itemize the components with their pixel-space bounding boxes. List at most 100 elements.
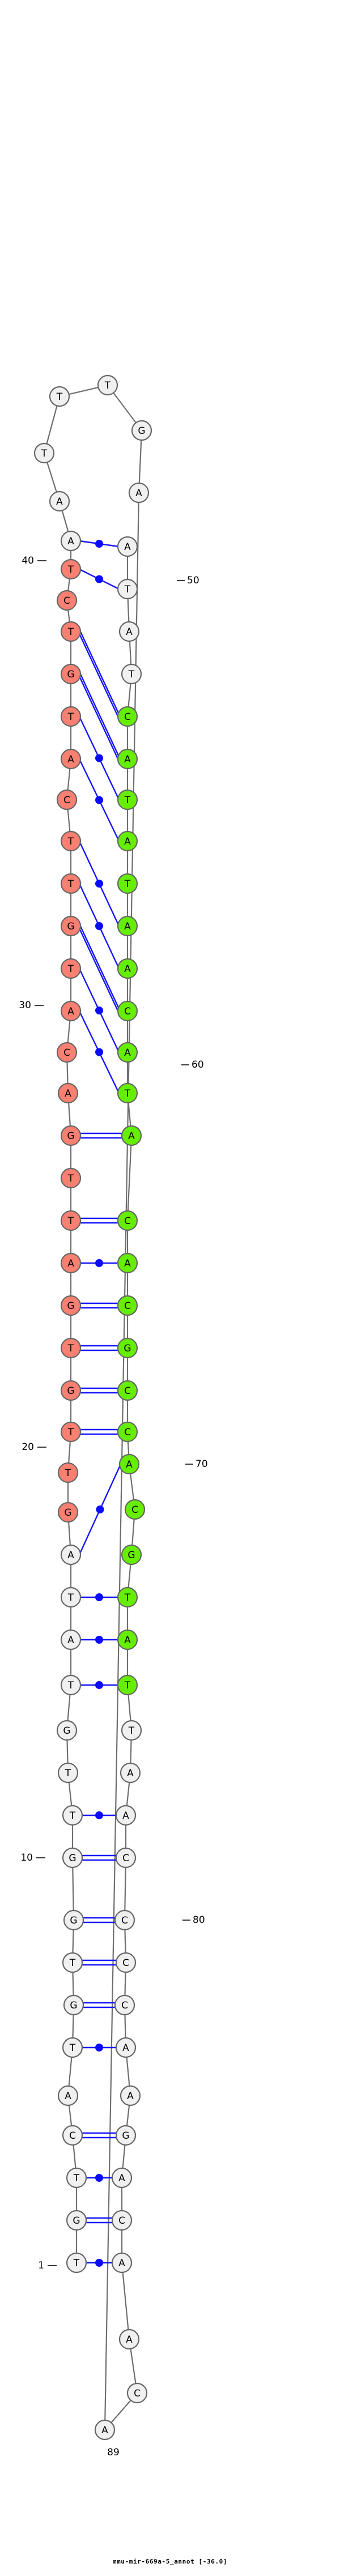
nucleotide-circle[interactable] [62,1805,83,1826]
nucleotide-node[interactable]: C [117,1295,138,1316]
nucleotide-circle[interactable] [117,830,138,852]
nucleotide-node[interactable]: T [62,1805,83,1826]
nucleotide-node[interactable]: G [60,1125,82,1146]
nucleotide-circle[interactable] [63,1994,84,2016]
nucleotide-circle[interactable] [66,2167,87,2189]
nucleotide-node[interactable]: T [66,2167,87,2189]
nucleotide-circle[interactable] [117,578,138,600]
nucleotide-circle[interactable] [60,748,82,770]
nucleotide-circle[interactable] [126,2382,148,2404]
nucleotide-node[interactable]: A [128,482,150,504]
nucleotide-circle[interactable] [120,1762,141,1784]
nucleotide-circle[interactable] [115,2125,137,2146]
nucleotide-circle[interactable] [111,2210,133,2231]
nucleotide-circle[interactable] [56,1720,78,1741]
nucleotide-node[interactable]: C [111,2210,133,2231]
nucleotide-node[interactable]: C [114,1994,135,2016]
nucleotide-circle[interactable] [117,915,138,937]
nucleotide-circle[interactable] [56,1042,78,1063]
nucleotide-circle[interactable] [60,1380,82,1401]
nucleotide-node[interactable]: A [121,1125,142,1146]
nucleotide-circle[interactable] [62,1952,83,1973]
nucleotide-circle[interactable] [121,1544,142,1566]
nucleotide-circle[interactable] [60,1125,82,1146]
nucleotide-circle[interactable] [128,482,150,504]
nucleotide-node[interactable]: A [117,1042,138,1063]
nucleotide-circle[interactable] [57,1762,79,1784]
nucleotide-circle[interactable] [115,1805,137,1826]
nucleotide-node[interactable]: A [111,2252,133,2274]
nucleotide-node[interactable]: A [117,1629,138,1650]
nucleotide-node[interactable]: A [117,830,138,852]
nucleotide-node[interactable]: T [57,1762,79,1784]
nucleotide-circle[interactable] [111,2167,133,2189]
nucleotide-circle[interactable] [60,1629,82,1650]
nucleotide-node[interactable]: G [62,1847,83,1869]
nucleotide-circle[interactable] [63,1909,84,1931]
nucleotide-circle[interactable] [60,1337,82,1359]
nucleotide-circle[interactable] [111,2252,133,2274]
nucleotide-node[interactable]: T [60,1167,82,1189]
nucleotide-circle[interactable] [117,1586,138,1608]
nucleotide-node[interactable]: C [115,1847,137,1869]
nucleotide-circle[interactable] [57,1462,79,1483]
nucleotide-circle[interactable] [117,536,138,557]
nucleotide-circle[interactable] [60,621,82,642]
nucleotide-node[interactable]: T [121,1720,142,1741]
nucleotide-node[interactable]: T [60,1586,82,1608]
nucleotide-circle[interactable] [117,873,138,894]
nucleotide-node[interactable]: A [57,2085,79,2106]
nucleotide-circle[interactable] [33,442,55,464]
nucleotide-node[interactable]: C [117,1421,138,1443]
nucleotide-circle[interactable] [57,2085,79,2106]
nucleotide-circle[interactable] [49,491,70,512]
nucleotide-node[interactable]: A [60,748,82,770]
nucleotide-node[interactable]: T [97,374,118,396]
nucleotide-node[interactable]: C [115,1952,137,1973]
nucleotide-circle[interactable] [60,830,82,852]
nucleotide-circle[interactable] [117,958,138,979]
nucleotide-circle[interactable] [117,1421,138,1443]
nucleotide-node[interactable]: G [60,663,82,685]
nucleotide-circle[interactable] [117,748,138,770]
nucleotide-node[interactable]: A [94,2419,116,2441]
nucleotide-node[interactable]: T [60,1674,82,1696]
nucleotide-node[interactable]: G [131,420,152,441]
nucleotide-node[interactable]: A [115,2037,137,2058]
nucleotide-circle[interactable] [60,1252,82,1274]
nucleotide-node[interactable]: A [117,536,138,557]
nucleotide-node[interactable]: G [66,2210,87,2231]
nucleotide-node[interactable]: C [117,1210,138,1231]
nucleotide-node[interactable]: A [120,2085,141,2106]
nucleotide-circle[interactable] [60,1544,82,1566]
nucleotide-circle[interactable] [117,1000,138,1022]
nucleotide-node[interactable]: T [60,873,82,894]
nucleotide-circle[interactable] [117,1629,138,1650]
nucleotide-circle[interactable] [117,1042,138,1063]
nucleotide-node[interactable]: T [60,958,82,979]
nucleotide-circle[interactable] [62,1847,83,1869]
nucleotide-circle[interactable] [120,2085,141,2106]
nucleotide-node[interactable]: C [56,590,78,611]
nucleotide-circle[interactable] [117,1380,138,1401]
nucleotide-node[interactable]: A [60,530,82,552]
nucleotide-node[interactable]: A [60,1252,82,1274]
nucleotide-circle[interactable] [62,2125,83,2146]
nucleotide-node[interactable]: A [118,2328,140,2350]
nucleotide-circle[interactable] [57,1082,79,1104]
nucleotide-node[interactable]: T [60,558,82,580]
nucleotide-node[interactable]: T [117,1586,138,1608]
nucleotide-node[interactable]: G [115,2125,137,2146]
nucleotide-circle[interactable] [60,530,82,552]
nucleotide-node[interactable]: T [117,578,138,600]
nucleotide-circle[interactable] [117,1082,138,1104]
nucleotide-circle[interactable] [115,1847,137,1869]
nucleotide-circle[interactable] [60,706,82,727]
nucleotide-circle[interactable] [60,1000,82,1022]
nucleotide-circle[interactable] [117,1674,138,1696]
nucleotide-node[interactable]: G [60,915,82,937]
nucleotide-node[interactable]: T [60,1337,82,1359]
nucleotide-node[interactable]: C [117,706,138,727]
nucleotide-node[interactable]: G [60,1380,82,1401]
nucleotide-node[interactable]: G [56,1720,78,1741]
